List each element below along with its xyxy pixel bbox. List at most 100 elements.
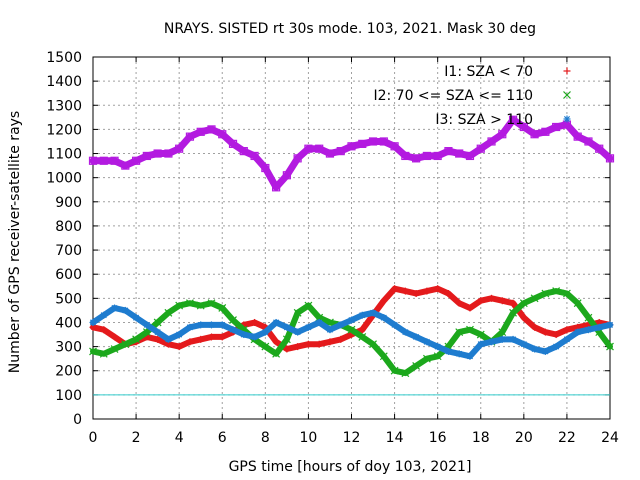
data-point (153, 149, 162, 158)
data-point (175, 144, 184, 153)
y-tick-label: 700 (55, 243, 82, 259)
data-point (531, 323, 539, 331)
legend: I1: SZA < 70 I2: 70 <= SZA <= 110 I3: SZA … (373, 64, 571, 128)
data-point (326, 326, 334, 334)
data-point (282, 335, 291, 344)
data-point (282, 171, 291, 180)
data-point (240, 331, 248, 339)
data-point (175, 343, 183, 351)
data-point (111, 304, 119, 312)
data-point (207, 321, 215, 329)
y-tick-label: 1300 (46, 98, 82, 114)
data-point (466, 352, 474, 360)
y-tick-label: 1200 (46, 122, 82, 138)
x-tick-label: 22 (558, 430, 576, 446)
data-point (261, 342, 270, 351)
data-point (574, 328, 582, 336)
x-tick-label: 8 (261, 430, 270, 446)
data-point (164, 335, 172, 343)
data-point (218, 304, 227, 312)
data-point (401, 287, 409, 295)
y-tick-label: 100 (55, 388, 82, 404)
y-tick-label: 500 (55, 291, 82, 307)
data-point (434, 285, 442, 293)
data-point (530, 294, 539, 303)
data-point (509, 335, 517, 343)
data-point (218, 333, 226, 341)
data-point (595, 144, 604, 153)
x-tick-label: 0 (89, 430, 98, 446)
data-point (488, 338, 496, 346)
data-point (498, 130, 507, 139)
data-point (391, 321, 399, 329)
data-point (304, 301, 313, 310)
data-point (379, 137, 388, 146)
data-point (294, 328, 302, 336)
data-point (391, 285, 399, 293)
data-point (477, 297, 485, 305)
data-point (261, 328, 269, 336)
series-2 (89, 304, 614, 360)
data-point (111, 333, 119, 341)
data-point (294, 343, 302, 351)
data-point (229, 316, 237, 324)
data-point (509, 308, 517, 317)
data-point (164, 308, 173, 317)
data-point (444, 290, 452, 298)
data-point (154, 328, 162, 336)
data-point (197, 321, 205, 329)
data-point (530, 130, 539, 139)
data-point (239, 147, 248, 156)
data-point (337, 335, 345, 343)
y-tick-label: 1100 (46, 147, 82, 163)
y-tick-label: 300 (55, 340, 82, 356)
x-tick-label: 18 (472, 430, 490, 446)
data-point (595, 323, 603, 331)
data-point (186, 323, 194, 331)
data-point (509, 299, 517, 307)
data-point (315, 144, 324, 153)
legend-label: I1: SZA < 70 (444, 64, 533, 80)
data-point (110, 345, 119, 353)
x-tick-label: 24 (601, 430, 619, 446)
data-point (218, 321, 226, 329)
data-point (186, 299, 194, 308)
data-point (422, 151, 431, 161)
data-point (153, 318, 162, 327)
data-point (251, 333, 259, 341)
data-point (584, 137, 593, 146)
data-point (433, 352, 442, 361)
data-point (412, 333, 420, 341)
y-tick-label: 1000 (46, 171, 82, 187)
series-band (89, 116, 614, 191)
data-point (552, 343, 560, 351)
data-point (380, 297, 388, 305)
tick-labels: 0 2 4 6 8 10 12 14 16 18 20 22 240100200300400500600… (46, 50, 619, 446)
data-point (390, 142, 399, 151)
data-point (250, 151, 259, 161)
data-point (229, 326, 237, 334)
data-point (132, 314, 140, 322)
data-point (293, 308, 302, 317)
x-tick-label: 10 (300, 430, 318, 446)
data-point (455, 350, 463, 358)
data-point (100, 326, 108, 334)
legend-label: I2: 70 <= SZA <= 110 (373, 88, 533, 104)
series-1 (89, 287, 614, 378)
y-tick-label: 400 (55, 315, 82, 331)
data-point (487, 137, 496, 146)
data-point (423, 287, 431, 295)
data-point (121, 340, 130, 349)
data-point (434, 343, 442, 351)
data-point (196, 127, 205, 136)
data-point (477, 340, 485, 348)
data-point (272, 338, 280, 346)
data-point (455, 328, 464, 337)
data-point (207, 299, 216, 308)
data-point (498, 297, 506, 305)
data-point (348, 316, 355, 324)
data-point (390, 366, 399, 375)
data-point (315, 340, 323, 348)
data-point (401, 328, 409, 336)
data-point (261, 163, 270, 173)
